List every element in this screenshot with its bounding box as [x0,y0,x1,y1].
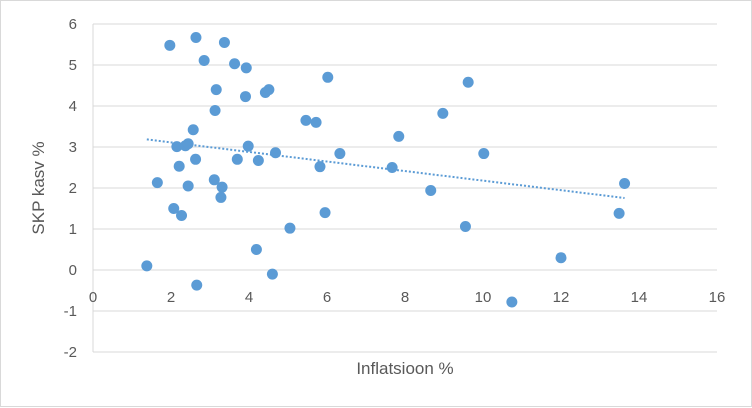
data-point [319,207,331,219]
data-point [459,221,471,233]
data-point [198,54,210,66]
data-point [190,153,202,165]
gridlines [92,23,717,353]
data-point [263,84,275,96]
data-point [250,244,262,255]
y-tick-label: 3 [69,139,77,156]
data-point [218,36,230,48]
y-tick-label: 4 [69,98,77,115]
data-point [190,32,202,44]
data-point [168,203,180,214]
y-tick-label: 1 [69,221,77,238]
data-point [182,180,194,192]
data-point [252,155,264,167]
data-point [187,124,199,136]
x-tick-label: 0 [89,289,97,306]
y-tick-label: -1 [64,303,77,320]
trendline [146,138,625,199]
data-point [300,114,312,126]
data-point [284,222,296,234]
data-point [266,268,278,280]
data-point [393,130,405,142]
data-point [151,177,163,189]
data-point [462,76,474,88]
data-point [555,252,567,264]
data-point [239,91,251,103]
data-point [215,191,227,203]
data-point [619,177,631,189]
y-tick-label: 6 [69,16,77,33]
data-point [173,160,185,172]
data-point [164,39,176,51]
data-point [240,62,252,74]
x-axis-title: Inflatsioon % [356,359,453,378]
data-point [314,161,326,173]
x-tick-label: 12 [553,289,570,306]
data-point [386,162,398,173]
data-point [425,184,437,196]
data-point [478,148,490,160]
x-tick-label: 8 [401,289,409,306]
data-point [141,260,153,272]
data-point [437,107,449,119]
data-point [216,181,228,193]
data-point [322,71,334,83]
data-point [242,140,254,152]
data-point [613,207,625,219]
y-tick-label: -2 [64,344,77,361]
x-tick-label: 4 [245,289,253,306]
y-tick-label: 5 [69,57,77,74]
data-point [176,209,188,221]
data-point [171,141,183,153]
y-axis-title: SKP kasv % [29,141,48,234]
data-point [270,147,282,159]
x-tick-label: 14 [631,289,648,306]
data-point [209,105,221,117]
data-point [310,116,322,128]
y-tick-label: 2 [69,180,77,197]
x-tick-label: 6 [323,289,331,306]
data-point [506,296,518,308]
data-point [229,58,241,70]
data-point [208,174,220,186]
x-tick-label: 2 [167,289,175,306]
data-point [191,279,203,291]
y-tick-label: 0 [69,262,77,279]
x-tick-labels: 0 2 4 6 8 10 12 14 16 [89,289,726,306]
y-tick-labels: -2 -1 0 1 2 3 4 5 6 [64,16,77,361]
data-points [141,32,631,308]
data-point [182,138,194,150]
data-point [334,148,346,160]
data-point [210,84,222,96]
x-tick-label: 16 [709,289,726,306]
data-point [231,153,243,165]
x-tick-label: 10 [475,289,492,306]
